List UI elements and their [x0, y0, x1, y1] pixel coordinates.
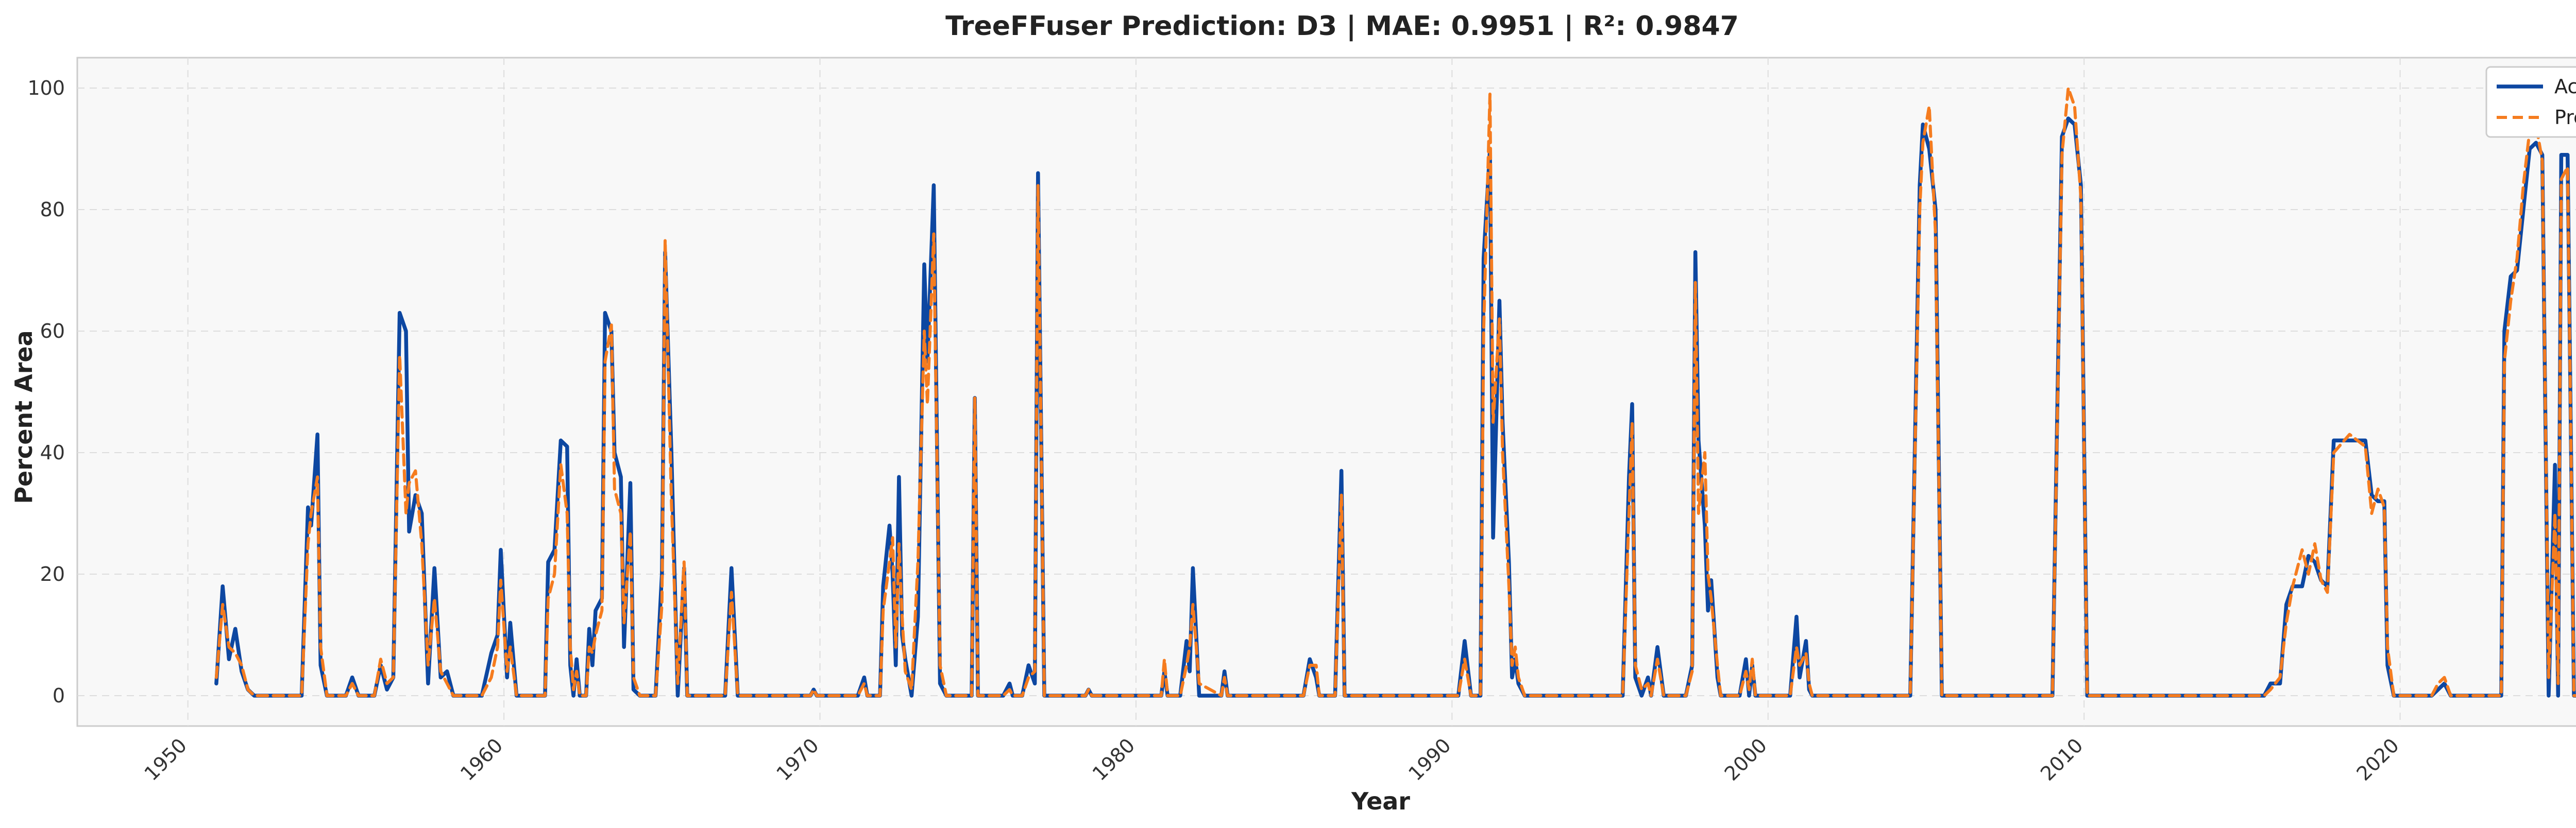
y-axis-ticks: 0 20 40 60 80 100: [27, 77, 65, 707]
x-axis-label: Year: [1351, 787, 1410, 815]
grid-lines: [77, 58, 2576, 726]
legend: Actual Predicted: [2485, 66, 2576, 138]
series-layer: [214, 87, 2576, 698]
plot-area: [76, 57, 2576, 727]
y-tick-label: 20: [40, 563, 65, 585]
chart-title: TreeFFuser Prediction: D3 | MAE: 0.9951 …: [945, 11, 1739, 42]
y-tick-label: 0: [53, 684, 65, 707]
legend-label: Predicted: [2554, 106, 2576, 129]
legend-label: Actual: [2554, 75, 2576, 98]
y-tick-label: 80: [40, 198, 65, 221]
y-tick-label: 60: [40, 320, 65, 342]
y-tick-label: 40: [40, 441, 65, 464]
y-axis-label: Percent Area: [10, 330, 38, 504]
y-tick-label: 100: [27, 77, 65, 99]
legend-box: [2485, 66, 2576, 138]
series-line-predicted: [214, 87, 2576, 697]
